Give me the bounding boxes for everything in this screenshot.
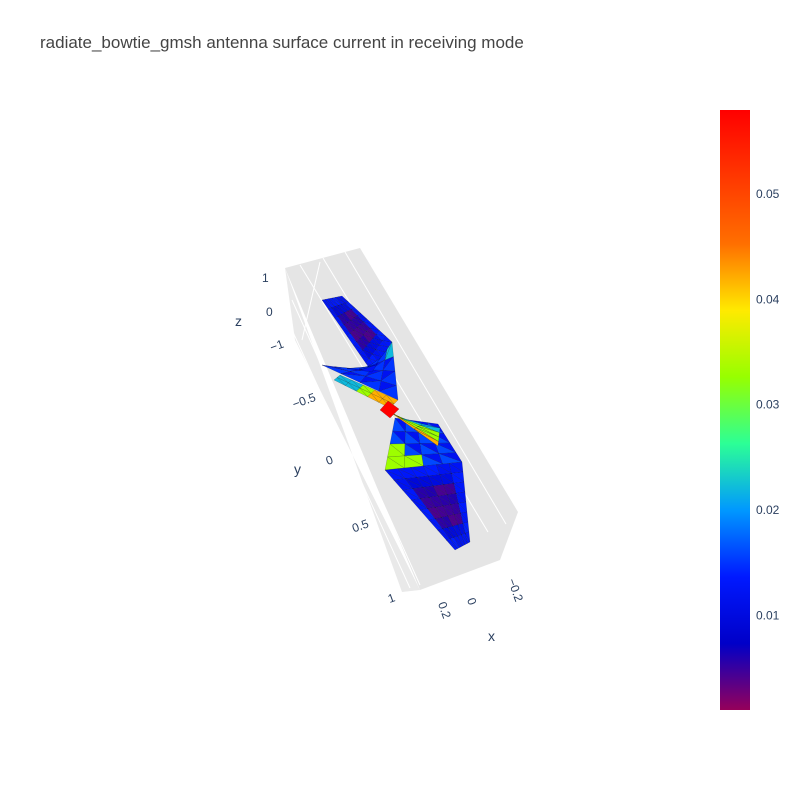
x-tick-label: −0.2 bbox=[505, 577, 526, 604]
mesh-triangle bbox=[370, 389, 383, 399]
mesh-triangle bbox=[418, 426, 440, 438]
colorbar-tick-label: 0.05 bbox=[756, 187, 780, 201]
y-tick-label: −0.5 bbox=[290, 390, 317, 411]
mesh-triangle bbox=[393, 479, 414, 491]
mesh-triangle bbox=[447, 527, 459, 538]
mesh-triangle bbox=[331, 297, 343, 306]
mesh-triangle bbox=[435, 507, 449, 518]
mesh-triangle bbox=[446, 539, 458, 551]
mesh-triangle bbox=[333, 377, 346, 386]
chart-title: radiate_bowtie_gmsh antenna surface curr… bbox=[40, 33, 524, 52]
mesh-triangle bbox=[422, 465, 441, 477]
mesh-triangle bbox=[344, 302, 356, 310]
x-tick-label: 0.2 bbox=[435, 600, 454, 621]
mesh-triangle bbox=[355, 387, 368, 398]
mesh-triangle bbox=[457, 535, 466, 547]
mesh-triangle bbox=[461, 534, 468, 546]
x-tick-label: 0 bbox=[464, 596, 480, 607]
z-axis: 1 0 −1 z bbox=[235, 271, 286, 355]
mesh-triangle bbox=[453, 537, 463, 548]
colorbar-tick-label: 0.02 bbox=[756, 503, 780, 517]
mesh-triangle bbox=[337, 295, 349, 302]
mesh-triangle bbox=[359, 337, 370, 347]
mesh-triangle bbox=[340, 302, 352, 310]
mesh-triangle bbox=[441, 517, 454, 528]
x-axis-label: x bbox=[488, 628, 495, 644]
mesh-triangle bbox=[402, 489, 422, 501]
mesh-triangle bbox=[384, 341, 394, 361]
mesh-triangle bbox=[457, 502, 468, 514]
colorbar-ticks: 0.01 0.02 0.03 0.04 0.05 bbox=[756, 187, 780, 622]
mesh-triangle bbox=[427, 474, 444, 486]
mesh-triangle bbox=[437, 495, 452, 507]
mesh-triangle bbox=[350, 319, 361, 328]
y-tick-label: 0.5 bbox=[350, 516, 371, 535]
mesh-triangle bbox=[415, 427, 440, 442]
mesh-triangle bbox=[367, 393, 379, 403]
mesh-triangle bbox=[340, 314, 352, 323]
mesh-triangle bbox=[350, 309, 362, 316]
y-tick-label: 1 bbox=[386, 590, 397, 606]
mesh-triangle bbox=[381, 340, 393, 348]
mesh-triangle bbox=[386, 394, 399, 405]
mesh-triangle bbox=[380, 370, 397, 386]
antenna-mesh[interactable] bbox=[321, 295, 471, 551]
mesh-triangle bbox=[411, 499, 429, 511]
grid-line bbox=[301, 261, 321, 341]
mesh-triangle bbox=[353, 330, 364, 339]
mesh-triangle bbox=[460, 511, 469, 523]
mesh-triangle bbox=[378, 340, 390, 348]
grid-line bbox=[344, 251, 507, 525]
mesh-triangle bbox=[462, 521, 470, 533]
z-axis-label: z bbox=[235, 313, 242, 329]
mesh-triangle bbox=[449, 538, 461, 549]
x-axis: 0.2 0 −0.2 x bbox=[435, 577, 526, 644]
mesh-triangle bbox=[375, 334, 387, 342]
mesh-triangle bbox=[464, 531, 471, 543]
mesh-triangle bbox=[427, 475, 445, 487]
mesh-triangle bbox=[363, 321, 374, 329]
grid-line bbox=[291, 299, 421, 586]
mesh-triangle bbox=[359, 321, 371, 329]
mesh-triangle bbox=[384, 469, 407, 481]
z-tick-label: −1 bbox=[268, 337, 286, 355]
colorbar-tick-label: 0.01 bbox=[756, 608, 780, 622]
grid-line bbox=[291, 329, 411, 589]
mesh-triangle bbox=[368, 353, 380, 363]
z-tick-label: 0 bbox=[266, 305, 273, 319]
colorbar-tick-label: 0.04 bbox=[756, 292, 780, 306]
mesh-triangle bbox=[340, 326, 351, 337]
mesh-triangle bbox=[334, 306, 345, 315]
colorbar-tick-label: 0.03 bbox=[756, 398, 780, 412]
colorbar: 0.01 0.02 0.03 0.04 0.05 bbox=[720, 110, 780, 710]
mesh-triangle bbox=[464, 533, 471, 544]
mesh-triangle bbox=[336, 374, 349, 384]
mesh-triangle bbox=[413, 428, 439, 447]
mesh-triangle bbox=[378, 385, 399, 401]
mesh-triangle bbox=[331, 306, 342, 315]
y-axis-label: y bbox=[294, 461, 301, 477]
mesh-triangle bbox=[356, 312, 368, 320]
mesh-triangle bbox=[460, 513, 469, 524]
mesh-triangle bbox=[462, 523, 470, 534]
y-tick-label: 0 bbox=[324, 452, 335, 468]
mesh-triangle bbox=[344, 382, 357, 392]
mesh-triangle bbox=[403, 455, 425, 469]
mesh-triangle bbox=[375, 330, 387, 337]
mesh-triangle bbox=[432, 485, 448, 497]
mesh-triangle bbox=[351, 379, 364, 389]
mesh-triangle bbox=[359, 387, 372, 398]
mesh-triangle bbox=[321, 299, 333, 310]
mesh-triangle bbox=[369, 327, 380, 335]
z-tick-label: 1 bbox=[262, 271, 269, 285]
colorbar-bar bbox=[720, 110, 750, 710]
mesh-triangle bbox=[365, 345, 377, 355]
mesh-triangle bbox=[349, 329, 361, 339]
mesh-triangle bbox=[392, 478, 413, 489]
feed-gap bbox=[379, 400, 400, 419]
mesh-triangle bbox=[420, 425, 441, 433]
mesh-triangle bbox=[382, 355, 396, 372]
mesh-triangle bbox=[438, 453, 463, 465]
